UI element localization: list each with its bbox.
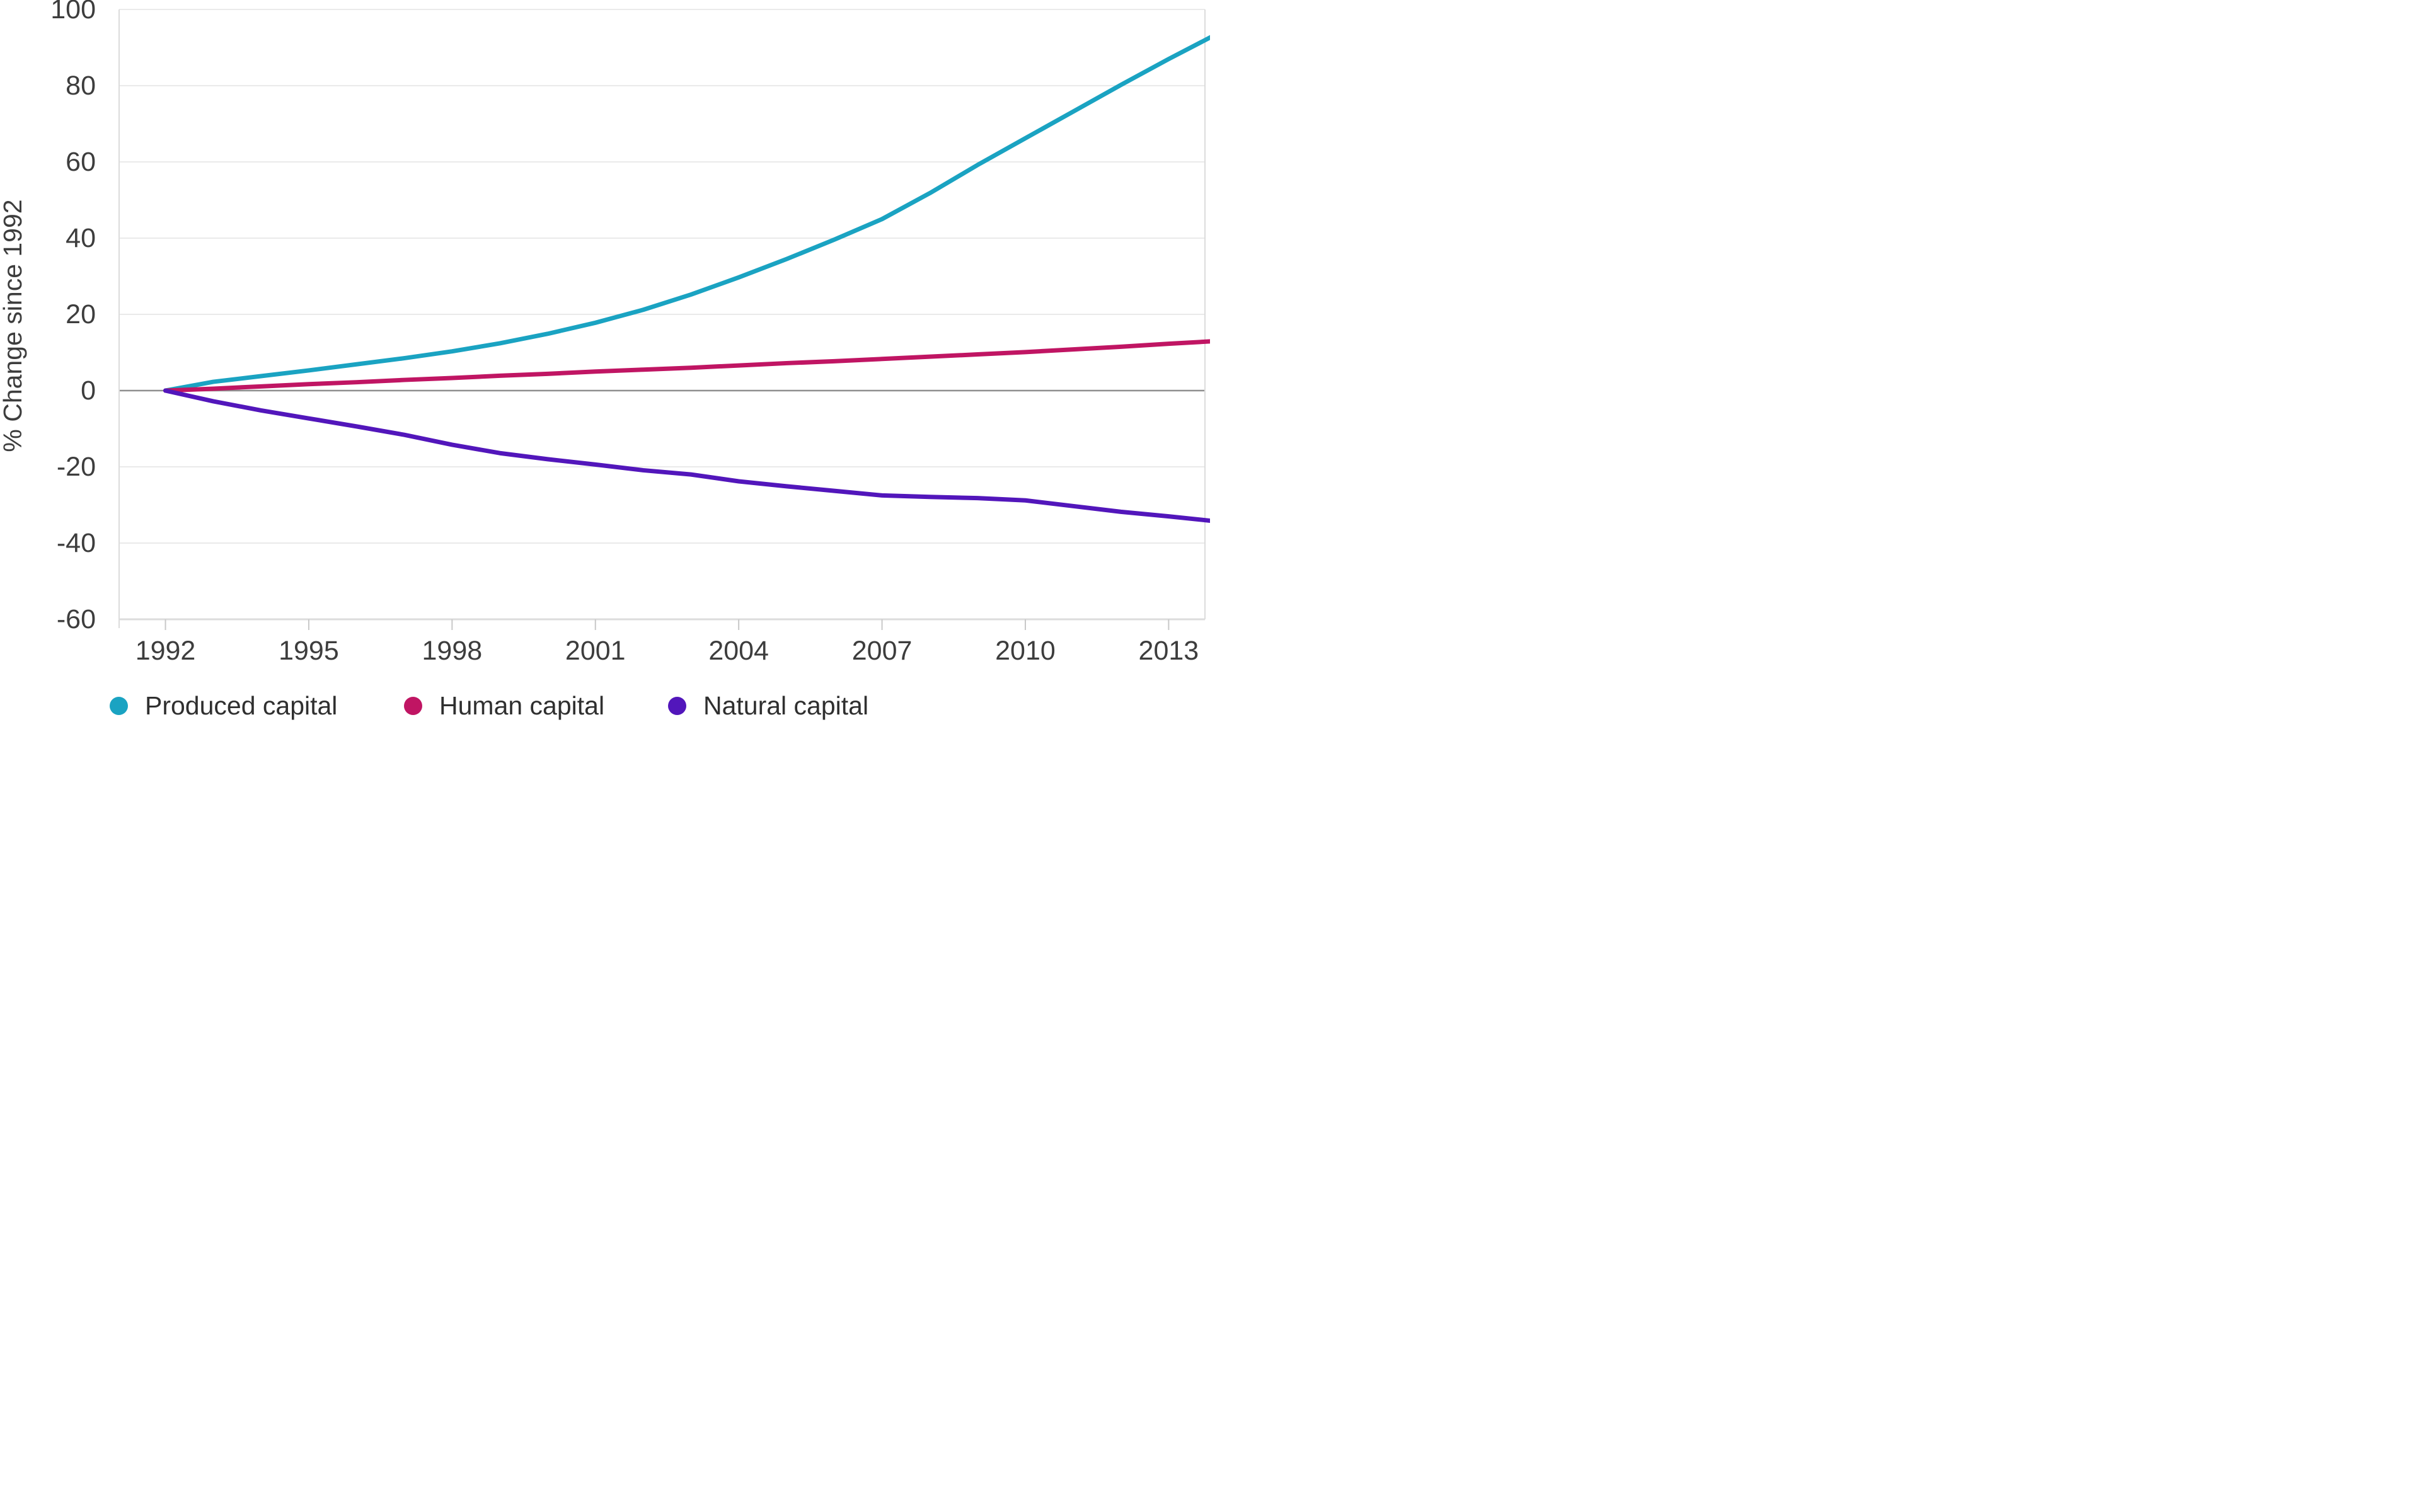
y-tick-label: 40	[66, 223, 96, 253]
chart-canvas: 100 80 60 40 20 0 -20 -40 -60 1992 1995 1998 2001 200…	[0, 0, 1210, 666]
series-lines	[163, 35, 1210, 523]
x-tick-label: 2010	[995, 636, 1056, 666]
legend-item-produced-capital: Produced capital	[110, 685, 337, 726]
y-tick-label: 60	[66, 147, 96, 177]
series-line-human-capital	[163, 339, 1210, 393]
y-tick-labels: 100 80 60 40 20 0 -20 -40 -60	[50, 0, 96, 634]
x-tick-label: 1995	[279, 636, 339, 666]
line-chart-figure: 100 80 60 40 20 0 -20 -40 -60 1992 1995 1998 2001 200…	[0, 0, 1210, 756]
x-tick-label: 2001	[565, 636, 626, 666]
series-line-produced-capital	[163, 35, 1210, 393]
y-tick-label: 80	[66, 71, 96, 101]
y-tick-label: 100	[50, 0, 96, 25]
y-tick-label: -20	[57, 452, 96, 482]
x-tick-label: 2007	[852, 636, 913, 666]
gridlines	[119, 9, 1205, 620]
x-axis-ticks	[164, 619, 1170, 630]
legend-dot-icon	[110, 696, 128, 715]
y-tick-label: -60	[57, 604, 96, 634]
y-tick-label: -40	[57, 528, 96, 558]
legend-dot-icon	[668, 696, 686, 715]
legend-item-label: Natural capital	[703, 690, 869, 720]
legend-item-natural-capital: Natural capital	[668, 685, 868, 726]
chart-legend: Produced capital Human capital Natural cap…	[0, 685, 1210, 726]
y-tick-label: 20	[66, 299, 96, 329]
x-tick-labels: 1992 1995 1998 2001 2004 2007 2010 2013	[135, 636, 1199, 666]
x-tick-label: 2013	[1139, 636, 1199, 666]
legend-item-human-capital: Human capital	[404, 685, 604, 726]
x-tick-label: 1998	[422, 636, 483, 666]
y-tick-label: 0	[81, 375, 96, 406]
legend-dot-icon	[404, 696, 422, 715]
series-line-natural-capital	[163, 388, 1210, 523]
x-tick-label: 2004	[708, 636, 769, 666]
axis-spines	[118, 9, 1206, 628]
legend-item-label: Produced capital	[145, 690, 338, 720]
y-axis-title: % Change since 1992	[0, 199, 27, 452]
legend-item-label: Human capital	[439, 690, 605, 720]
x-tick-label: 1992	[135, 636, 196, 666]
